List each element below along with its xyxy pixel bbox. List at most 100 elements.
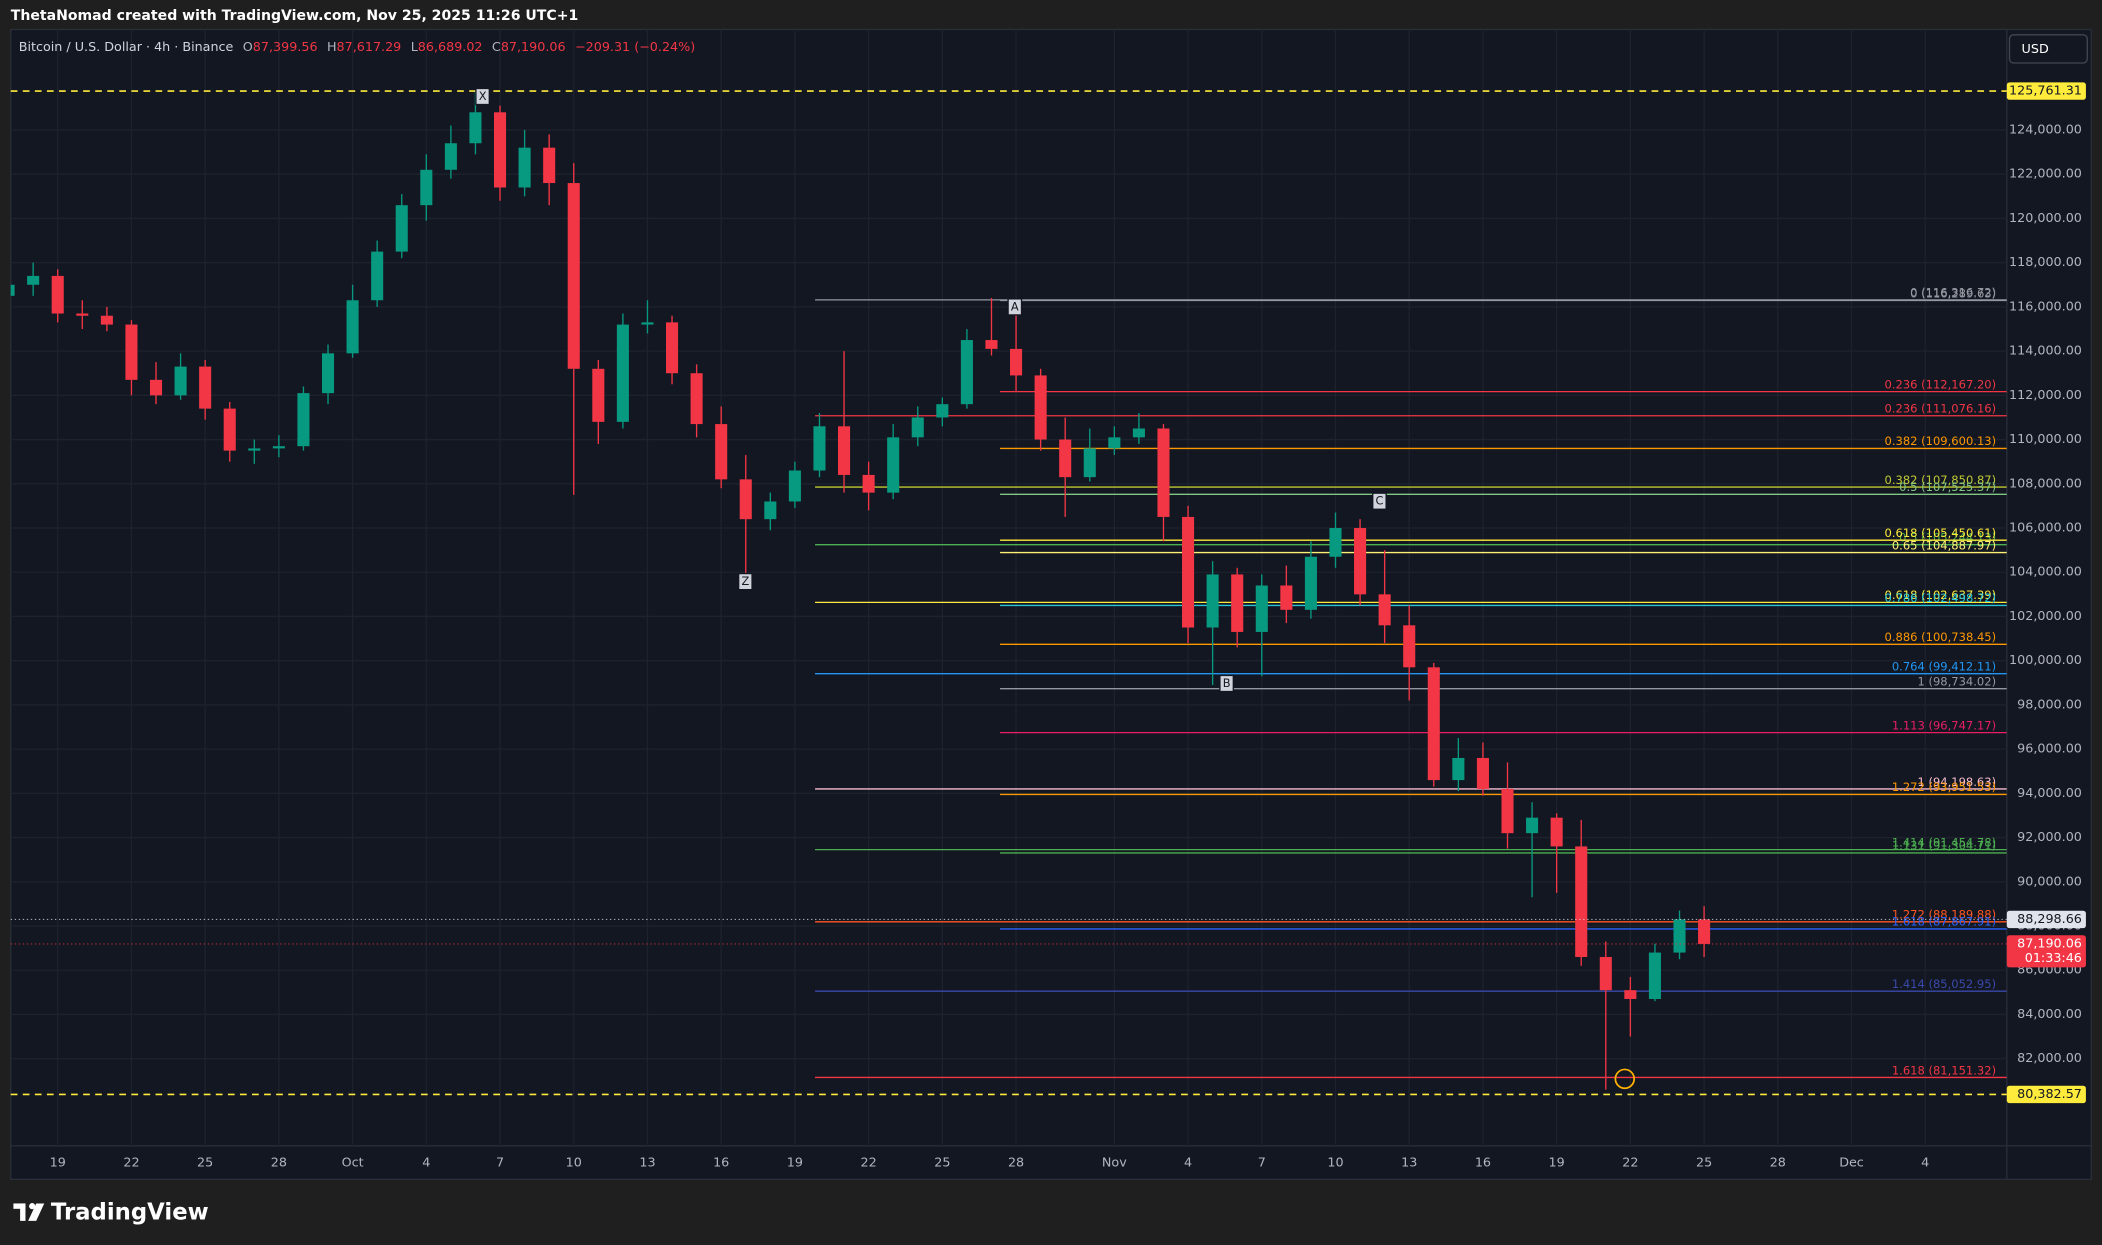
x-tick-label: 19 [787, 1156, 803, 1171]
y-tick-label: 84,000.00 [2017, 1007, 2082, 1022]
countdown: 01:33:46 [2025, 951, 2082, 966]
candle-body [51, 275, 64, 314]
fib-level-label: 1.113 (96,747.17) [1892, 718, 1996, 732]
candle-body [1206, 574, 1219, 628]
pattern-point-box [1007, 298, 1023, 316]
y-tick-label: 110,000.00 [2009, 432, 2082, 447]
x-tick-label: 4 [1921, 1156, 1929, 1171]
y-tick-label: 90,000.00 [2017, 874, 2082, 889]
y-tick-label: 118,000.00 [2009, 255, 2082, 270]
pattern-point-box [475, 87, 490, 106]
price-tag-label: 87,190.06 [2017, 936, 2082, 951]
candle-body [493, 112, 507, 188]
x-tick-label: 10 [566, 1156, 582, 1171]
currency-button-label[interactable]: USD [2022, 42, 2049, 57]
price-tag [2006, 910, 2086, 929]
y-tick-label: 104,000.00 [2009, 565, 2082, 580]
fib-level-label: 0.764 (99,412.11) [1892, 659, 1996, 673]
overlay: 82,000.0084,000.0086,000.0088,000.0090,0… [10, 82, 2086, 1171]
candle-body [592, 368, 605, 422]
candle-body [395, 205, 408, 252]
fib-level-label: 1.131 (91,304.71) [1892, 839, 1996, 853]
legend-value: 86,689.02 [418, 39, 483, 54]
logo-icon [13, 1203, 45, 1221]
fib-level-label: 0 (116,316.72) [1910, 286, 1996, 300]
candle-body [174, 366, 187, 396]
candle-body [764, 501, 777, 520]
candle-body [1083, 448, 1096, 478]
x-tick-label: 28 [1008, 1156, 1024, 1171]
grid [10, 29, 2007, 1146]
footer-logo: TradingView [51, 1199, 209, 1225]
legend-value: 87,399.56 [253, 39, 318, 54]
legend-value: 87,617.29 [337, 39, 402, 54]
candle-body [297, 393, 310, 447]
legend-change: −209.31 (−0.24%) [575, 39, 695, 54]
candle-body [1427, 667, 1440, 781]
fib-level-label: 0.382 (107,850.87) [1885, 473, 1997, 487]
fib-level-label: 0 (116,289.63) [1910, 286, 1996, 300]
candle-body [1010, 348, 1023, 376]
candle-body [985, 340, 998, 349]
x-tick-label: 25 [1696, 1156, 1712, 1171]
candle-body [1059, 439, 1072, 478]
candle-body [567, 183, 580, 369]
y-tick-label: 108,000.00 [2009, 476, 2082, 491]
pattern-point-box [1219, 674, 1234, 693]
candle-body [125, 324, 138, 380]
candle-body [10, 284, 15, 296]
candle-body [100, 315, 113, 325]
pattern-point-label: B [1223, 676, 1231, 690]
pattern-point-box [737, 572, 753, 591]
candle-body [690, 373, 703, 425]
fib-level-label: 1.272 (93,951.53) [1892, 780, 1996, 794]
fib-level-label: 1.618 (81,151.32) [1892, 1063, 1996, 1077]
candles [10, 91, 1711, 1090]
candle-body [543, 147, 556, 184]
y-tick-label: 106,000.00 [2009, 521, 2082, 536]
x-tick-label: 25 [197, 1156, 213, 1171]
price-tag-label: 80,382.57 [2017, 1087, 2082, 1102]
fib-level-label: 0.618 (105,450.61) [1885, 526, 1997, 540]
y-tick-label: 98,000.00 [2017, 697, 2082, 712]
fib-level-label: 0.382 (109,600.13) [1885, 434, 1997, 448]
x-tick-label: 13 [1401, 1156, 1417, 1171]
candle-body [862, 474, 875, 493]
legend-key: O [243, 39, 253, 54]
legend-key: H [327, 39, 337, 54]
legend: Bitcoin / U.S. Dollar · 4h · Binance O87… [19, 39, 695, 54]
pattern-point-label: Z [741, 574, 749, 588]
candle-body [1182, 516, 1195, 628]
y-tick-label: 124,000.00 [2009, 122, 2082, 137]
x-tick-label: 19 [50, 1156, 66, 1171]
candle-body [469, 112, 482, 144]
y-tick-label: 96,000.00 [2017, 742, 2082, 757]
currency-button[interactable] [2008, 34, 2088, 64]
legend-symbol: Bitcoin / U.S. Dollar · 4h · Binance [19, 39, 234, 54]
candle-body [444, 143, 457, 170]
pattern-point-label: C [1375, 494, 1383, 508]
fib-level-label: 1.272 (88,189.88) [1892, 908, 1996, 922]
candle-body [1550, 817, 1563, 847]
y-tick-label: 116,000.00 [2009, 299, 2082, 314]
fib-level-label: 1.618 (87,867.91) [1892, 915, 1996, 929]
x-tick-label: 10 [1327, 1156, 1343, 1171]
x-tick-label: 7 [496, 1156, 504, 1171]
x-tick-label: 16 [1475, 1156, 1491, 1171]
candle-body [76, 313, 89, 316]
candle-body [788, 470, 801, 502]
candle-body [960, 340, 973, 405]
chart-panel [10, 28, 2092, 1181]
y-tick-label: 94,000.00 [2017, 786, 2082, 801]
fib-level-label: 1 (94,198.63) [1917, 775, 1996, 789]
x-tick-label: 4 [1184, 1156, 1192, 1171]
y-tick-label: 122,000.00 [2009, 167, 2082, 182]
candle-body [1403, 625, 1416, 668]
candle-body [1304, 556, 1317, 610]
low-marker [1614, 1068, 1636, 1090]
fib-level-label: 0.236 (111,076.16) [1885, 402, 1997, 416]
legend-key: L [411, 39, 419, 54]
candle-body [1108, 437, 1121, 449]
candle-body [272, 446, 285, 449]
